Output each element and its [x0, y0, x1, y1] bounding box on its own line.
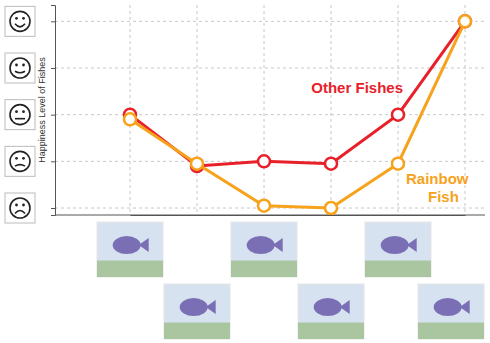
picture	[97, 222, 163, 277]
series-label: RainbowFish	[406, 170, 469, 205]
picture-fish	[434, 298, 462, 316]
grid	[55, 5, 485, 215]
grid-line-x	[197, 5, 198, 215]
face-icon	[5, 146, 35, 176]
face-box	[5, 6, 35, 36]
face-mouth	[15, 71, 25, 73]
series-point	[459, 15, 471, 27]
face-icons	[5, 6, 35, 223]
picture-sea	[365, 261, 431, 278]
series-label: Other Fishes	[311, 79, 403, 96]
series-point	[459, 15, 471, 27]
face-box	[5, 146, 35, 176]
series-point	[258, 155, 270, 167]
face-eye	[22, 110, 25, 113]
picture-sea	[418, 323, 484, 340]
face-mouth	[15, 211, 25, 214]
series-line	[130, 21, 465, 166]
series-point	[392, 158, 404, 170]
face-eye	[22, 64, 25, 67]
y-tick-mark	[51, 161, 55, 162]
y-axis	[51, 6, 56, 216]
picture-fish-tail	[407, 238, 417, 252]
face-mouth	[15, 165, 25, 167]
grid-line-y	[55, 21, 485, 22]
y-tick-mark	[51, 21, 55, 22]
grid-line-y	[55, 68, 485, 69]
x-axis-line	[55, 215, 485, 216]
y-tick	[51, 208, 55, 209]
picture-bg	[418, 284, 484, 339]
plot-area	[124, 15, 471, 214]
face-mouth	[15, 24, 25, 27]
series-point	[191, 158, 203, 170]
face-eye	[22, 204, 25, 207]
face	[10, 151, 30, 171]
picture	[365, 222, 431, 277]
face-box	[5, 193, 35, 223]
picture-fish-tail	[139, 238, 149, 252]
picture-sea	[97, 261, 163, 278]
face-eye	[15, 110, 18, 113]
picture-fish-tail	[206, 300, 216, 314]
picture-fish	[381, 236, 409, 254]
series-point	[258, 200, 270, 212]
face-eye	[15, 157, 18, 160]
series-point	[124, 113, 136, 125]
face	[10, 11, 30, 31]
picture-fish	[180, 298, 208, 316]
picture-fish-tail	[273, 238, 283, 252]
y-tick	[51, 115, 55, 116]
face	[10, 105, 30, 125]
picture-sea	[231, 261, 297, 278]
picture-bg	[231, 222, 297, 277]
picture-sea	[164, 323, 230, 340]
picture	[164, 284, 230, 339]
y-axis-title: Happiness Level of Fishes	[37, 57, 47, 163]
pictures	[97, 222, 484, 339]
picture-bg	[97, 222, 163, 277]
picture-fish	[113, 236, 141, 254]
y-tick-mark	[51, 68, 55, 69]
picture-fish-tail	[460, 300, 470, 314]
face-eye	[22, 157, 25, 160]
picture-fish	[314, 298, 342, 316]
face-eye	[15, 17, 18, 20]
y-tick	[51, 21, 55, 22]
face-eye	[15, 204, 18, 207]
y-tick-mark	[51, 115, 55, 116]
series-labels: Other Fishes RainbowFish	[311, 79, 469, 205]
face-icon	[5, 193, 35, 223]
face-box	[5, 53, 35, 83]
face	[10, 58, 30, 78]
picture-bg	[298, 284, 364, 339]
picture-sea	[298, 323, 364, 340]
face-icon	[5, 53, 35, 83]
series-point	[325, 158, 337, 170]
face-eye	[15, 64, 18, 67]
face-mouth	[15, 118, 25, 120]
face	[10, 198, 30, 218]
y-axis-line	[51, 6, 56, 216]
face-icon	[5, 100, 35, 130]
picture-fish-tail	[340, 300, 350, 314]
series-point	[392, 109, 404, 121]
picture	[231, 222, 297, 277]
picture-fish	[247, 236, 275, 254]
face-box	[5, 100, 35, 130]
y-tick-mark	[51, 208, 55, 209]
picture	[418, 284, 484, 339]
y-tick	[51, 68, 55, 69]
face-eye	[22, 17, 25, 20]
grid-line-x	[264, 5, 265, 215]
face-icon	[5, 6, 35, 36]
picture-bg	[365, 222, 431, 277]
picture-bg	[164, 284, 230, 339]
y-tick	[51, 161, 55, 162]
grid-line-x	[331, 5, 332, 215]
series-point	[325, 202, 337, 214]
picture	[298, 284, 364, 339]
